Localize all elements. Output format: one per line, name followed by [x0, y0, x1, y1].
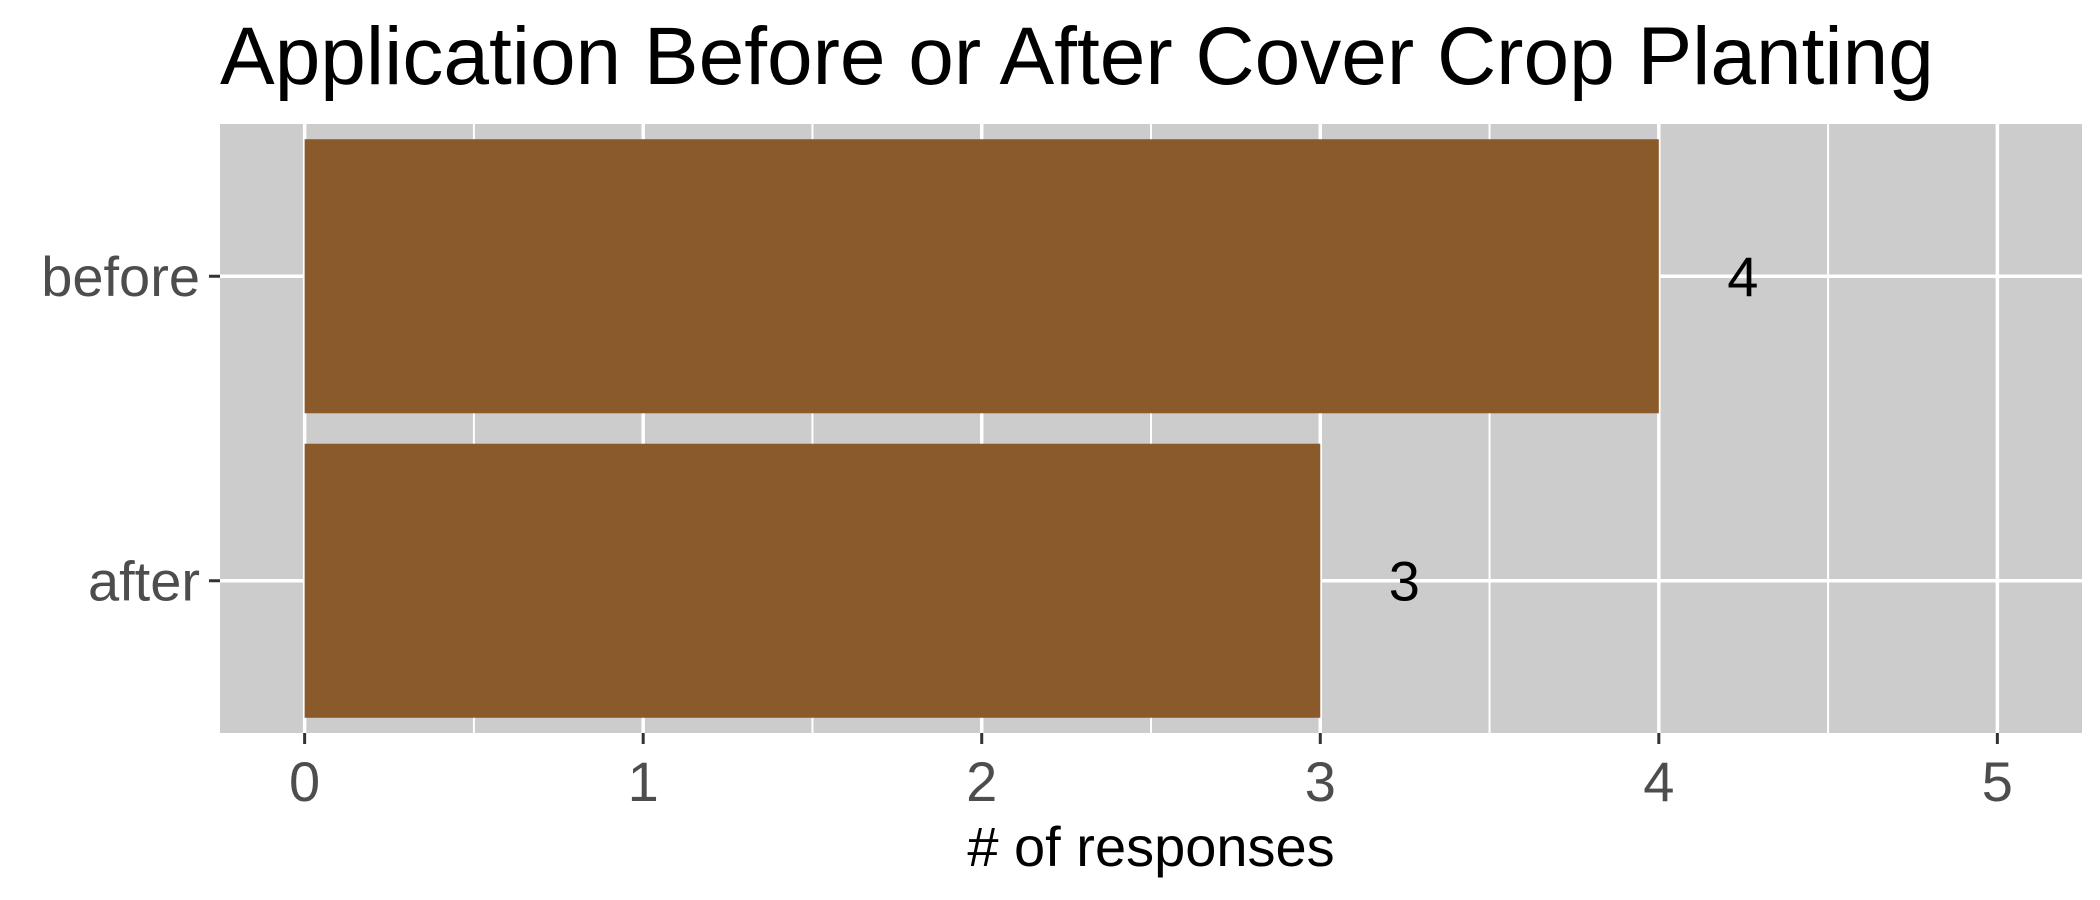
y-tick-label-after: after	[88, 549, 200, 612]
bar-before	[304, 139, 1659, 414]
y-tick-label-before: before	[41, 245, 200, 308]
x-tick-label-4: 4	[1643, 750, 1674, 813]
y-axis: before after	[41, 245, 220, 612]
bar-after	[304, 443, 1321, 718]
data-label-before: 4	[1727, 245, 1758, 308]
data-labels: 43	[1389, 245, 1759, 613]
x-tick-label-1: 1	[628, 750, 659, 813]
x-axis: 0 1 2 3 4 5	[289, 733, 2013, 813]
x-tick-label-3: 3	[1305, 750, 1336, 813]
x-tick-label-0: 0	[289, 750, 320, 813]
chart-title: Application Before or After Cover Crop P…	[220, 11, 1934, 102]
x-tick-label-2: 2	[966, 750, 997, 813]
x-axis-title: # of responses	[967, 815, 1334, 878]
bars	[304, 139, 1659, 718]
data-label-after: 3	[1389, 549, 1420, 612]
x-tick-label-5: 5	[1982, 750, 2013, 813]
